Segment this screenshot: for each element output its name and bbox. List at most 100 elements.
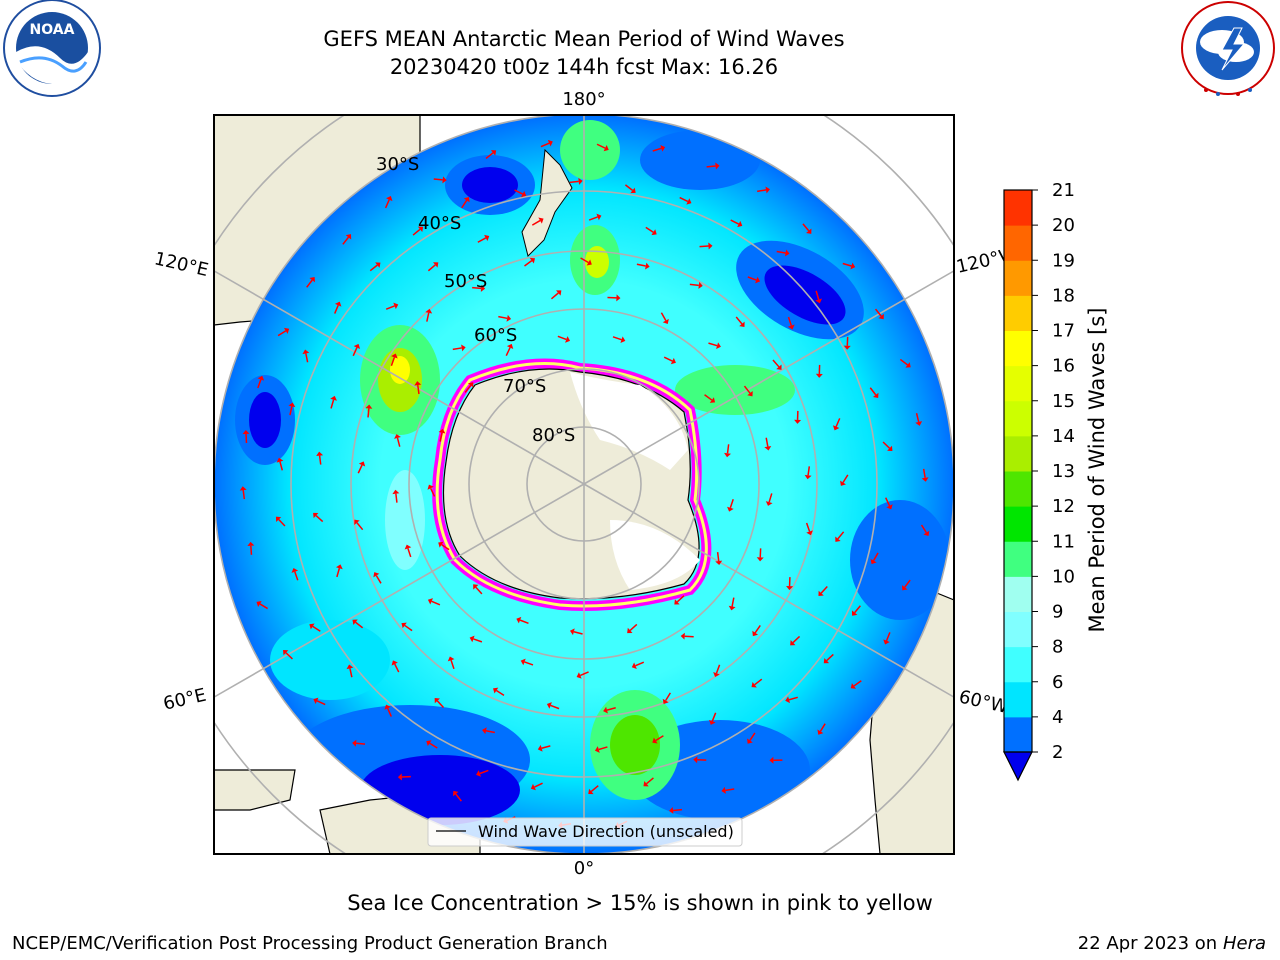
wind-wave-arrow-head	[709, 397, 716, 403]
wind-wave-arrow-shaft	[367, 408, 370, 418]
wind-wave-arrow-shaft	[757, 189, 767, 193]
wind-wave-arrow-shaft	[289, 406, 293, 416]
colorbar-segment	[1004, 295, 1032, 331]
colorbar-tick-label: 9	[1052, 602, 1063, 623]
colorbar-tick-label: 17	[1052, 321, 1075, 342]
wind-wave-arrow-head	[506, 314, 512, 322]
wind-wave-arrow-head	[242, 429, 250, 435]
wind-wave-arrow-head	[806, 228, 812, 234]
colorbar-tick-label: 6	[1052, 672, 1063, 693]
wind-wave-arrow-shaft	[837, 531, 845, 540]
wind-wave-arrow-shaft	[441, 544, 450, 551]
wind-wave-arrow-shaft	[715, 664, 721, 674]
wind-wave-arrow-head	[453, 790, 459, 797]
wind-wave-arrow-head	[309, 623, 315, 630]
colorbar-tick-label: 8	[1052, 637, 1063, 658]
wind-wave-arrow-shaft	[315, 514, 324, 523]
wind-wave-arrow-head	[256, 600, 262, 607]
ice-caption: Sea Ice Concentration > 15% is shown in …	[347, 891, 933, 915]
wind-wave-arrow-shaft	[395, 493, 398, 503]
wind-wave-arrow-head	[480, 284, 486, 292]
map-area: 30°S 40°S 50°S 60°S 70°S 80°S Wind Wave …	[214, 115, 954, 854]
wind-wave-arrow-head	[901, 585, 908, 591]
wind-wave-arrow-shaft	[624, 184, 634, 191]
graticule	[214, 115, 954, 854]
wind-wave-arrow-shaft	[436, 700, 445, 709]
wind-wave-arrow-head	[715, 560, 723, 566]
wind-wave-arrow-head	[728, 605, 736, 611]
wind-wave-arrow-shaft	[765, 437, 769, 447]
wind-wave-arrow-head	[384, 704, 391, 710]
wind-wave-arrow-head	[257, 375, 265, 381]
wind-wave-arrow-shaft	[805, 522, 811, 532]
wind-wave-arrow-head	[674, 599, 680, 605]
wind-wave-arrow-head	[603, 706, 608, 714]
wind-wave-arrow-shaft	[716, 552, 720, 562]
wind-wave-arrow-shaft	[461, 199, 468, 209]
wind-wave-arrow-shaft	[747, 276, 757, 281]
wind-wave-arrow-shaft	[743, 385, 751, 394]
wind-wave-arrow-head	[724, 452, 732, 458]
colorbar: 2 4 6 8 9 10 11 12 13 14 15 16 17 18 19 20 21	[1003, 180, 1075, 782]
wind-wave-arrow-shaft	[242, 490, 246, 500]
wind-wave-arrow-shaft	[663, 356, 673, 362]
lon-label-180: 180°	[562, 89, 605, 110]
wind-wave-arrow-shaft	[842, 262, 852, 267]
wind-wave-arrow-shaft	[312, 625, 321, 632]
wind-wave-arrow-head	[716, 342, 721, 350]
wind-wave-arrow-shaft	[590, 785, 599, 793]
wind-wave-arrow-shaft	[580, 671, 589, 677]
wind-wave-arrow-shaft	[505, 347, 511, 357]
wind-wave-arrow-head	[883, 639, 890, 645]
footer-credit: NCEP/EMC/Verification Post Processing Pr…	[12, 933, 608, 954]
wind-wave-arrow-head	[404, 544, 412, 550]
wind-wave-arrow-head	[843, 345, 851, 350]
wind-wave-arrow-shaft	[412, 228, 421, 236]
wind-wave-arrow-shaft	[294, 571, 299, 581]
wind-wave-arrow-shaft	[854, 605, 861, 614]
wind-wave-arrow-shaft	[257, 379, 262, 389]
wind-wave-arrow-shaft	[689, 283, 699, 287]
wind-wave-arrow-shaft	[606, 707, 616, 711]
wind-wave-arrow-head	[747, 391, 753, 397]
colorbar-segment	[1004, 190, 1032, 226]
colorbar-tick-label: 21	[1052, 180, 1075, 201]
wind-wave-arrow-head	[565, 336, 571, 343]
wind-wave-arrow-head	[603, 144, 609, 152]
wind-wave-arrow-shaft	[792, 635, 801, 644]
wind-wave-arrow-shaft	[277, 330, 287, 337]
wind-wave-arrow-head	[391, 660, 398, 666]
wind-wave-arrow-head	[239, 486, 247, 491]
wind-wave-arrow-shaft	[306, 279, 313, 288]
wind-wave-arrow-shaft	[394, 663, 400, 673]
colorbar-tick-label: 13	[1052, 461, 1075, 482]
wind-wave-arrow-shaft	[557, 335, 567, 341]
wind-wave-arrow-shaft	[540, 142, 550, 148]
wind-wave-arrow-head	[680, 632, 685, 640]
wind-wave-arrow-shaft	[390, 357, 396, 367]
wind-wave-arrow-shaft	[787, 316, 792, 326]
wind-wave-arrow-head	[715, 162, 720, 170]
wind-wave-arrow-head	[616, 294, 621, 302]
colorbar-label: Mean Period of Wind Waves [s]	[1085, 307, 1109, 633]
wind-wave-arrow-head	[425, 308, 433, 314]
wind-wave-arrow-shaft	[429, 487, 436, 497]
wind-wave-arrow-shaft	[820, 585, 828, 594]
wind-wave-arrow-shaft	[336, 568, 341, 578]
wind-wave-arrow-head	[358, 461, 366, 467]
wind-wave-arrow-shaft	[355, 621, 364, 629]
wind-wave-arrow-shaft	[349, 668, 353, 678]
wind-wave-arrow-head	[790, 640, 796, 646]
wind-wave-arrow-head	[434, 697, 440, 704]
wind-wave-arrow-shaft	[704, 394, 713, 401]
wind-wave-arrow-head	[923, 530, 930, 536]
wind-wave-arrow-shaft	[475, 586, 483, 595]
wind-wave-arrow-head	[353, 343, 361, 350]
wind-wave-arrow-shaft	[652, 147, 662, 152]
wind-wave-arrow-head	[670, 357, 676, 365]
colorbar-tick-label: 19	[1052, 250, 1075, 271]
wind-wave-arrow-head	[288, 402, 296, 408]
wind-wave-arrow-shaft	[369, 264, 378, 272]
wind-wave-arrow-shaft	[711, 712, 717, 722]
colorbar-segment	[1004, 716, 1032, 753]
